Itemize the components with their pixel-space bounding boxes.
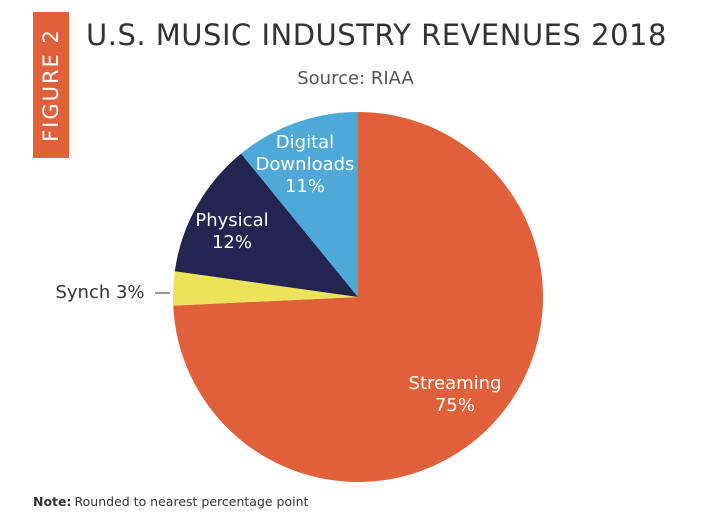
pie-slice [173, 112, 544, 483]
figure-badge: FIGURE 2 [33, 12, 69, 158]
chart-subtitle: Source: RIAA [297, 68, 414, 89]
value-label: 11% [284, 176, 325, 197]
category-name: Digital Downloads [255, 132, 355, 175]
note-label: Note: [33, 494, 72, 509]
category-name: Physical [195, 210, 269, 231]
pie-slice [172, 271, 358, 306]
value-label: 12% [211, 232, 252, 253]
slice-label: Streaming 75% [395, 373, 515, 417]
value-label: 75% [434, 395, 475, 416]
slice-label: Synch 3% [55, 282, 144, 304]
category-name: Streaming [408, 373, 502, 394]
slice-label: Physical 12% [172, 210, 292, 254]
chart-title: U.S. MUSIC INDUSTRY REVENUES 2018 [86, 18, 667, 52]
note: Note: Rounded to nearest percentage point [33, 494, 308, 509]
pie-slice [241, 112, 358, 297]
category-name: Synch [55, 282, 111, 303]
note-text: Rounded to nearest percentage point [74, 494, 309, 509]
value-label: 3% [115, 282, 145, 303]
slice-label: Digital Downloads 11% [245, 132, 365, 198]
pie-slice [174, 153, 358, 297]
